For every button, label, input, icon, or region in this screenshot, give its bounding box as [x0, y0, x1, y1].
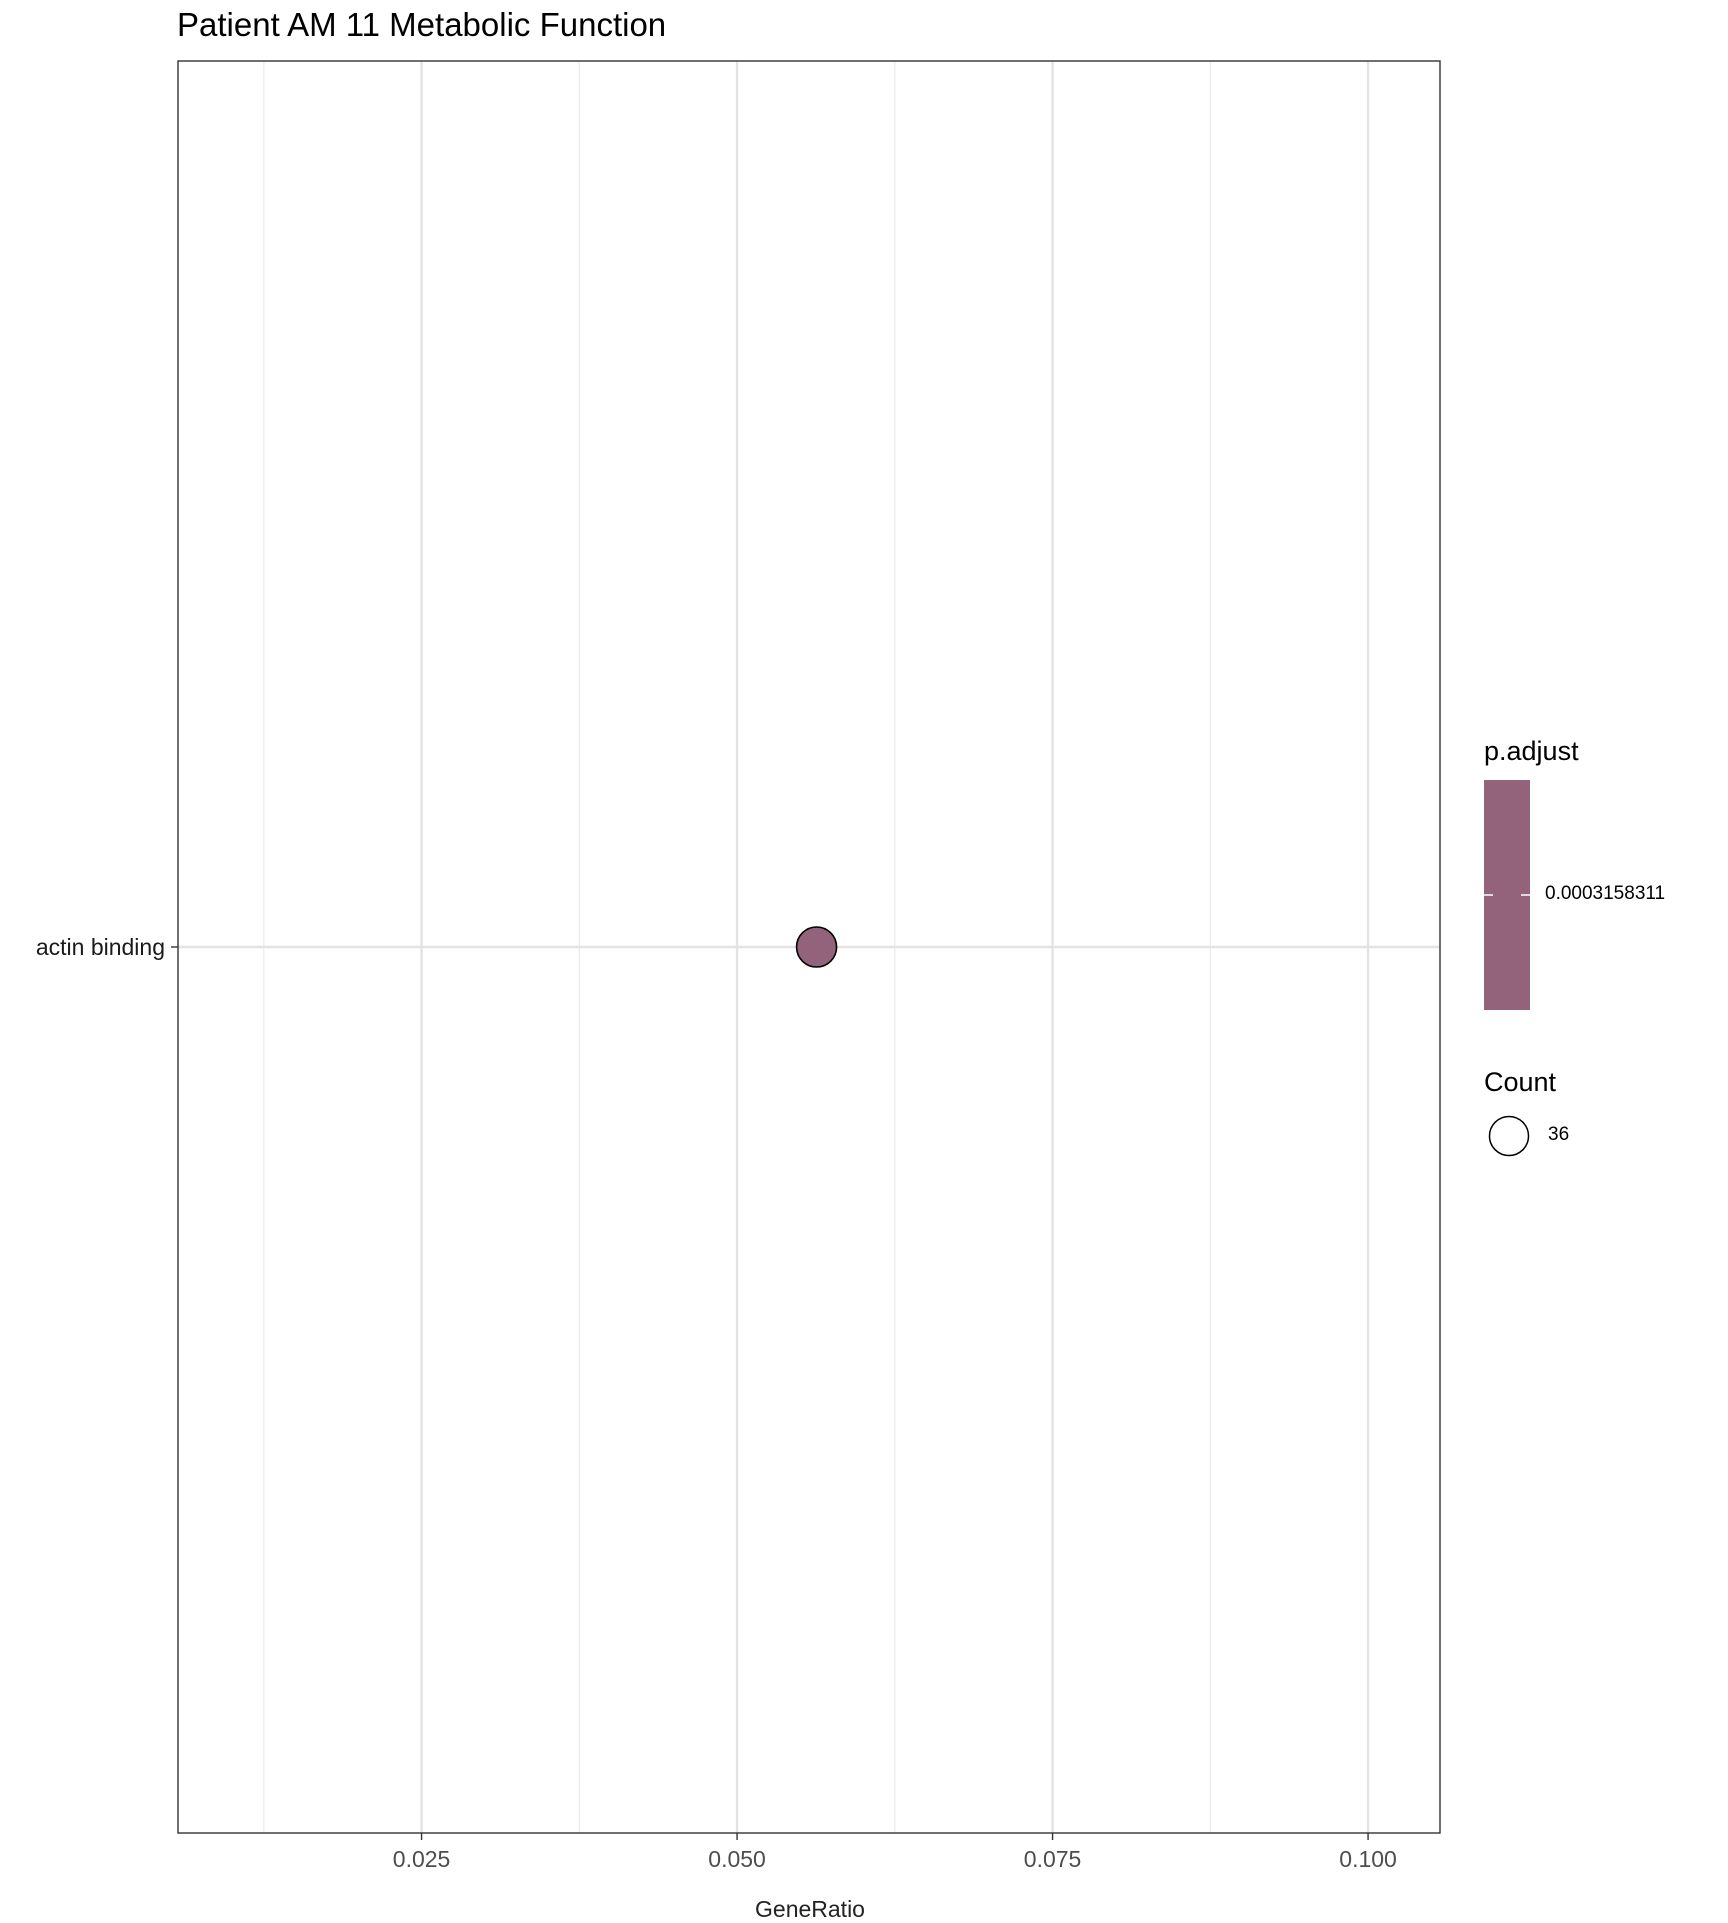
chart-title: Patient AM 11 Metabolic Function: [177, 6, 667, 43]
x-tick-label: 0.050: [708, 1846, 766, 1872]
count-legend-key: [1488, 1115, 1530, 1157]
p-adjust-legend-title: p.adjust: [1484, 736, 1579, 766]
y-axis: actin binding: [36, 934, 178, 960]
count-legend-title: Count: [1484, 1067, 1557, 1097]
count-legend-label: 36: [1548, 1124, 1570, 1145]
data-point: [795, 926, 838, 968]
x-tick-label: 0.075: [1024, 1846, 1082, 1872]
x-tick-label: 0.100: [1339, 1846, 1397, 1872]
x-axis: 0.025 0.050 0.075 0.100: [393, 1833, 1397, 1872]
x-tick-label: 0.025: [393, 1846, 451, 1872]
p-adjust-legend-label: 0.0003158311: [1545, 883, 1666, 904]
data-points: [795, 926, 838, 968]
y-tick-label: actin binding: [36, 934, 165, 960]
x-axis-label: GeneRatio: [755, 1896, 865, 1922]
